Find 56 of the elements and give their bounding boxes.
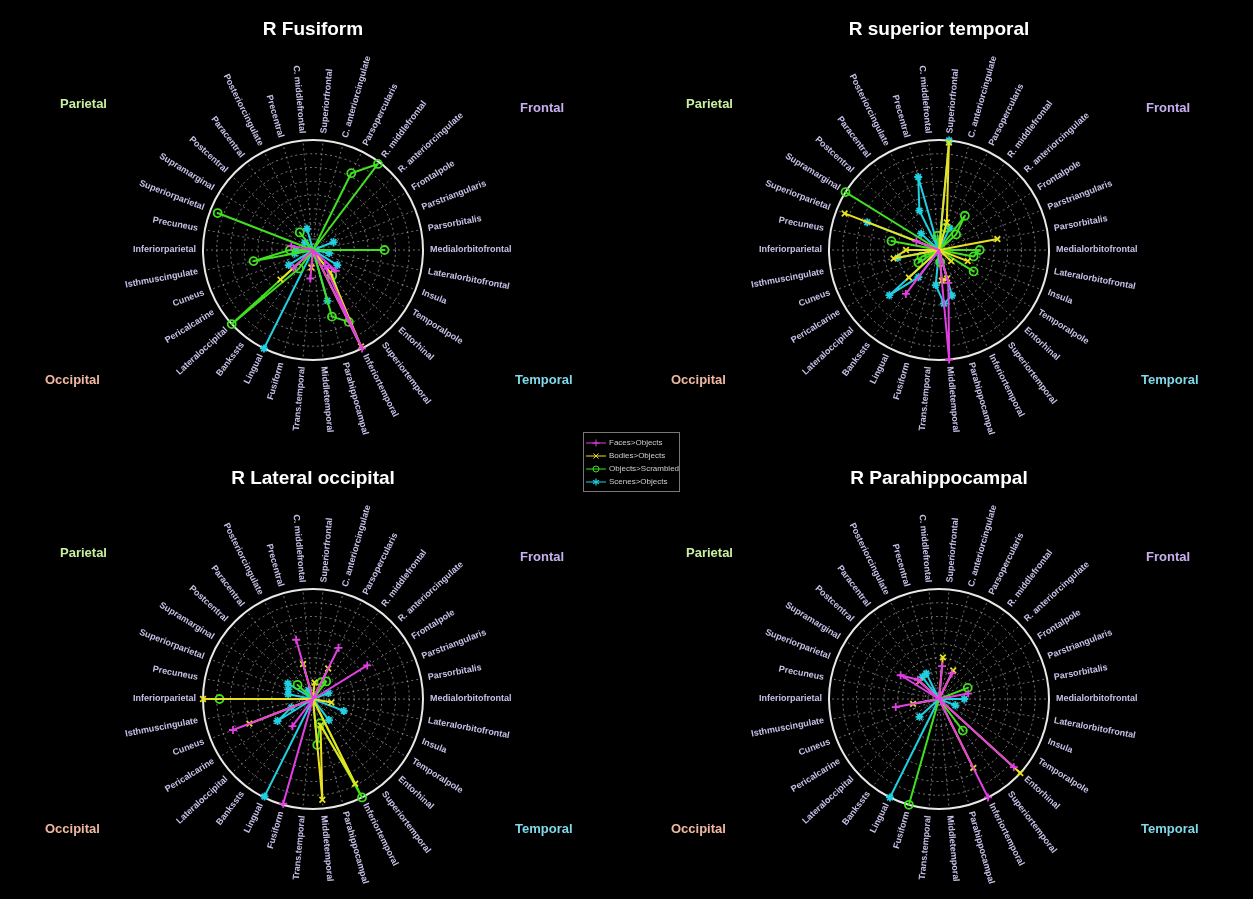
spoke-label: Superiorfrontal bbox=[944, 517, 961, 583]
text: Parietal bbox=[60, 545, 107, 560]
legend-label: Scenes>Objects bbox=[609, 477, 668, 486]
spoke-label: Precuneus bbox=[778, 214, 826, 233]
text: Occipital bbox=[671, 372, 726, 387]
spoke-label: Insula bbox=[420, 736, 450, 756]
text: Parietal bbox=[686, 545, 733, 560]
spoke-label: Middletemporal bbox=[945, 814, 962, 883]
text: Frontal bbox=[520, 549, 565, 564]
spoke-label: Inferiorparietal bbox=[132, 693, 196, 704]
spoke-label: Superiorfrontal bbox=[944, 68, 961, 134]
spoke-label: Medialorbitofrontal bbox=[430, 244, 512, 255]
spoke-label: Precuneus bbox=[152, 214, 200, 233]
legend-label: Bodies>Objects bbox=[609, 451, 666, 460]
chart-title: R Fusiform bbox=[261, 18, 365, 40]
text: Frontal bbox=[1146, 100, 1191, 115]
spoke-label: C. middlefrontal bbox=[291, 64, 308, 134]
spoke-label: Inferiorparietal bbox=[758, 244, 822, 255]
text: Occipital bbox=[45, 821, 100, 836]
legend-label: Objects>Scrambled bbox=[609, 464, 680, 473]
chart-title: R superior temporal bbox=[847, 18, 1031, 40]
spoke-label: Insula bbox=[1046, 736, 1076, 756]
spoke-label: Inferiorparietal bbox=[132, 244, 196, 255]
spoke-label: Trans.temporal bbox=[916, 365, 933, 432]
spoke-label: Insula bbox=[420, 287, 450, 307]
legend-label: Faces>Objects bbox=[609, 438, 663, 447]
spoke-label: Inferiorparietal bbox=[758, 693, 822, 704]
chart-title: R Parahippocampal bbox=[850, 467, 1028, 488]
spoke-label: Precuneus bbox=[778, 663, 826, 682]
text: Temporal bbox=[1141, 372, 1199, 387]
text: Temporal bbox=[1141, 821, 1199, 836]
text: Frontal bbox=[1146, 549, 1191, 564]
spoke-label: C. middlefrontal bbox=[917, 513, 934, 583]
spoke-label: Superiorfrontal bbox=[318, 68, 335, 134]
text: Parietal bbox=[60, 96, 107, 111]
spoke-label: Middletemporal bbox=[319, 365, 336, 434]
spoke-label: C. middlefrontal bbox=[917, 64, 934, 134]
spoke-label: Trans.temporal bbox=[290, 814, 307, 881]
text: Frontal bbox=[520, 100, 565, 115]
spoke-label: Middletemporal bbox=[945, 365, 962, 434]
text: Occipital bbox=[45, 372, 100, 387]
spoke-label: Trans.temporal bbox=[290, 365, 307, 432]
spoke-label: Middletemporal bbox=[319, 814, 336, 883]
spoke-label: Trans.temporal bbox=[916, 814, 933, 881]
text: Temporal bbox=[515, 372, 573, 387]
spoke-label: C. middlefrontal bbox=[291, 513, 308, 583]
spoke-label: Medialorbitofrontal bbox=[1056, 693, 1138, 704]
text: Temporal bbox=[515, 821, 573, 836]
chart-title: R Lateral occipital bbox=[231, 467, 395, 488]
text: Parietal bbox=[686, 96, 733, 111]
spoke-label: Insula bbox=[1046, 287, 1076, 307]
text: Occipital bbox=[671, 821, 726, 836]
spoke-label: Medialorbitofrontal bbox=[1056, 244, 1138, 255]
spoke-label: Precuneus bbox=[152, 663, 200, 682]
spoke-label: Superiorfrontal bbox=[318, 517, 335, 583]
spoke-label: Medialorbitofrontal bbox=[430, 693, 512, 704]
